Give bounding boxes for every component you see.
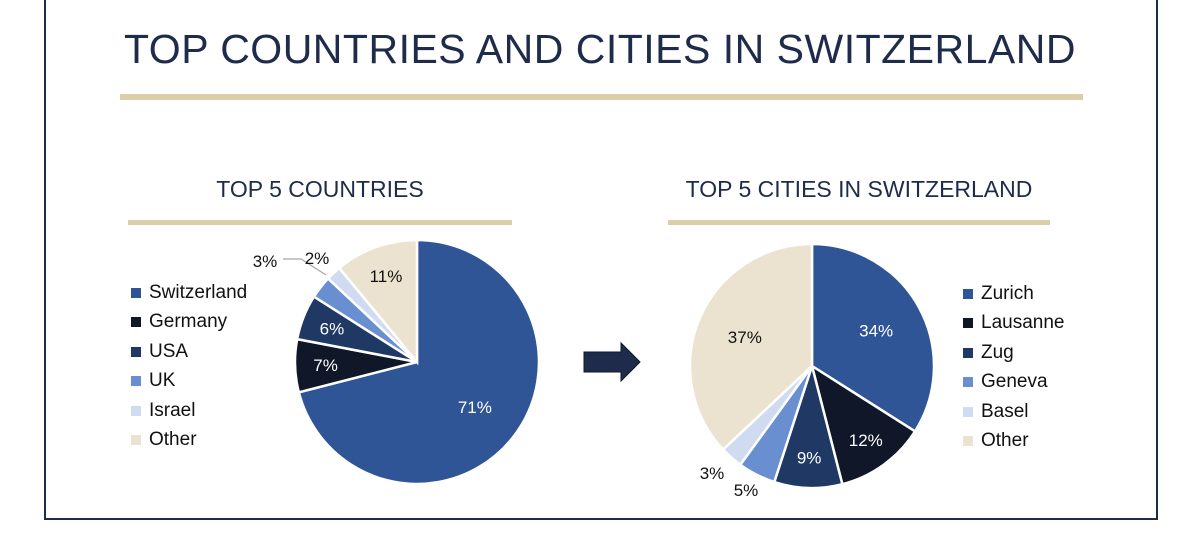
legend-swatch — [963, 436, 973, 447]
legend-label: Switzerland — [149, 281, 248, 303]
legend-swatch — [963, 318, 973, 329]
leader-line — [283, 258, 327, 276]
legend-swatch — [963, 406, 973, 417]
data-label: 9% — [797, 448, 822, 467]
data-label: 3% — [253, 252, 278, 271]
legend-label: USA — [149, 340, 189, 362]
legend-label: Israel — [149, 399, 196, 421]
legend-swatch — [131, 346, 141, 357]
legend-label: Germany — [149, 311, 228, 333]
legend-item: Zug — [963, 338, 1064, 368]
data-label: 71% — [458, 398, 492, 417]
legend-swatch — [131, 405, 141, 416]
data-label: 3% — [700, 464, 725, 483]
legend-swatch — [131, 435, 141, 446]
data-label: 34% — [859, 322, 893, 341]
legend-item: Zurich — [963, 279, 1064, 309]
data-label: 37% — [728, 328, 762, 347]
legend-label: Lausanne — [981, 312, 1065, 334]
pie-slice-switzerland — [297, 238, 541, 486]
legend-item: USA — [131, 337, 247, 367]
legend-swatch — [131, 376, 141, 387]
legend-item: Other — [131, 426, 247, 456]
legend-item: Other — [963, 427, 1064, 457]
page-title: TOP COUNTRIES AND CITIES IN SWITZERLAND — [124, 26, 1076, 72]
frame — [44, 0, 1158, 520]
cities-legend: Zurich Lausanne Zug Geneva Basel Other — [963, 279, 1064, 456]
legend-label: Zug — [981, 341, 1014, 363]
countries-title: TOP 5 COUNTRIES — [216, 176, 424, 202]
legend-swatch — [963, 377, 973, 388]
legend-swatch — [131, 287, 141, 298]
legend-item: Lausanne — [963, 309, 1064, 339]
data-label: 5% — [734, 481, 759, 500]
legend-item: UK — [131, 367, 247, 397]
countries-rule — [128, 220, 512, 225]
data-label: 12% — [849, 431, 883, 450]
data-label: 7% — [313, 356, 338, 375]
data-label: 6% — [320, 319, 345, 338]
legend-swatch — [131, 317, 141, 328]
legend-swatch — [963, 288, 973, 299]
legend-item: Geneva — [963, 368, 1064, 398]
legend-label: Other — [149, 429, 197, 451]
countries-legend: Switzerland Germany USA UK Israel Other — [131, 278, 247, 455]
legend-label: Zurich — [981, 282, 1034, 304]
cities-rule — [668, 220, 1050, 225]
legend-item: Germany — [131, 308, 247, 338]
legend-item: Basel — [963, 397, 1064, 427]
pie-slice-other — [688, 242, 814, 452]
pie-slice-other — [337, 238, 419, 366]
data-label: 11% — [370, 267, 403, 286]
legend-label: UK — [149, 370, 176, 392]
legend-label: Basel — [981, 400, 1029, 422]
legend-item: Israel — [131, 396, 247, 426]
arrow-icon — [583, 341, 641, 383]
legend-swatch — [963, 347, 973, 358]
legend-label: Geneva — [981, 371, 1048, 393]
cities-title: TOP 5 CITIES IN SWITZERLAND — [685, 176, 1033, 202]
data-label: 2% — [305, 249, 330, 268]
title-rule — [120, 94, 1083, 100]
pie-slice-lausanne — [810, 363, 917, 486]
legend-item: Switzerland — [131, 278, 247, 308]
legend-label: Other — [981, 430, 1029, 452]
